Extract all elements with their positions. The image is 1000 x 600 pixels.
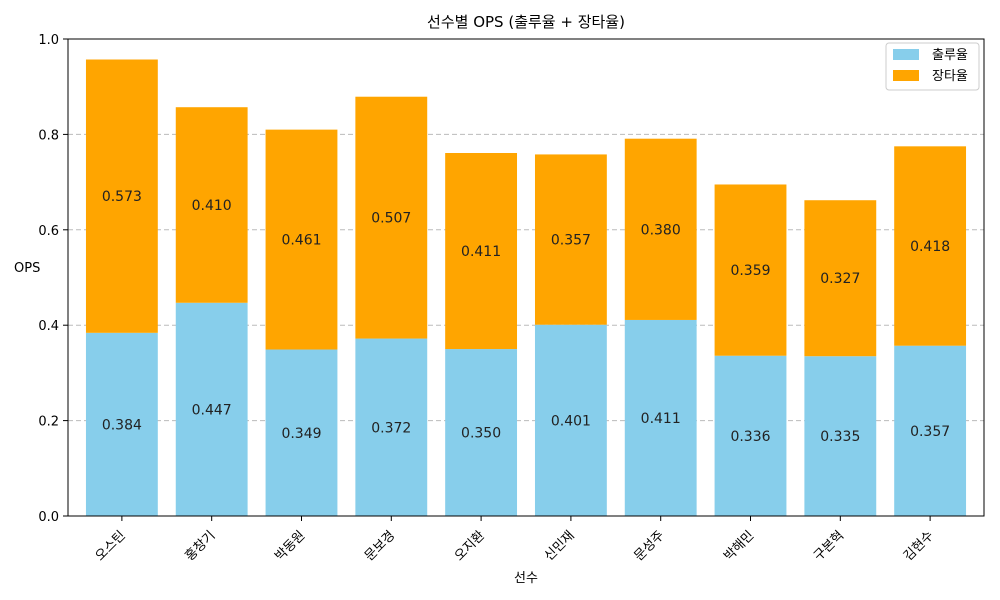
- bar-slg: [85, 59, 158, 333]
- x-tick-label: 오지환: [452, 528, 488, 564]
- bar-obp: [894, 345, 967, 516]
- y-tick-label: 0.0: [38, 510, 59, 525]
- x-tick-label: 문성주: [632, 528, 668, 564]
- bar-slg: [534, 154, 607, 325]
- x-tick-label: 박해민: [721, 528, 757, 564]
- bar-value-label: 0.335: [820, 429, 860, 445]
- y-tick-label: 0.4: [38, 319, 59, 334]
- y-tick-label: 0.8: [38, 128, 59, 143]
- x-tick-label: 구본혁: [811, 528, 847, 564]
- bar-value-label: 0.410: [192, 198, 232, 214]
- x-axis-label: 선수: [514, 571, 538, 586]
- legend-swatch-obp: [893, 49, 919, 60]
- bar-value-label: 0.401: [551, 413, 591, 429]
- y-tick-label: 0.6: [38, 224, 59, 239]
- bar-value-label: 0.380: [641, 222, 681, 238]
- legend-entry-obp: 출루율: [932, 48, 968, 63]
- x-tick-label: 홍창기: [183, 528, 219, 564]
- bar-value-label: 0.573: [102, 189, 142, 205]
- x-tick-label: 박동원: [272, 528, 308, 564]
- bar-obp: [624, 319, 697, 516]
- bar-value-label: 0.447: [192, 402, 232, 418]
- bar-obp: [85, 332, 158, 516]
- y-tick-label: 1.0: [38, 33, 59, 48]
- bar-slg: [714, 184, 787, 356]
- x-tick-label: 김현수: [901, 528, 937, 564]
- bar-slg: [894, 146, 967, 346]
- x-tick-label: 문보경: [362, 528, 398, 564]
- legend-entry-slg: 장타율: [932, 69, 968, 84]
- bar-obp: [804, 356, 877, 516]
- chart-title: 선수별 OPS (출루율 + 장타율): [427, 13, 625, 31]
- bar-obp: [714, 355, 787, 516]
- bar-value-label: 0.411: [461, 244, 501, 260]
- bar-value-label: 0.461: [281, 233, 321, 249]
- bar-value-label: 0.336: [730, 429, 770, 445]
- bar-value-label: 0.357: [551, 233, 591, 249]
- bar-slg: [355, 96, 428, 339]
- bars: [85, 59, 967, 516]
- bar-obp: [175, 302, 248, 516]
- data-labels: 0.384 0.447 0.349 0.372 0.350 0.401 0.411 0.336…: [102, 189, 950, 445]
- bar-obp: [265, 349, 338, 516]
- bar-value-label: 0.384: [102, 417, 142, 433]
- bar-slg: [804, 200, 877, 357]
- bar-value-label: 0.349: [281, 426, 321, 442]
- bar-value-label: 0.507: [371, 211, 411, 227]
- legend: 출루율 장타율: [885, 42, 980, 91]
- bar-value-label: 0.327: [820, 271, 860, 287]
- bar-value-label: 0.418: [910, 239, 950, 255]
- bar-obp: [445, 349, 518, 516]
- bar-slg: [175, 107, 248, 303]
- bar-value-label: 0.372: [371, 420, 411, 436]
- bar-value-label: 0.357: [910, 424, 950, 440]
- bar-value-label: 0.350: [461, 426, 501, 442]
- bar-obp: [534, 324, 607, 516]
- bar-value-label: 0.411: [641, 411, 681, 427]
- x-tick-label: 신민재: [542, 528, 578, 564]
- bar-value-label: 0.359: [730, 263, 770, 279]
- bar-slg: [445, 153, 518, 350]
- plot-area-frame: [67, 38, 985, 517]
- y-axis-ticks: 0.0 0.2 0.4 0.6 0.8 1.0: [38, 33, 68, 525]
- x-axis-ticks: 오스틴 홍창기 박동원 문보경 오지환 신민재 문성주 박해민 구본혁 김현수: [93, 516, 937, 564]
- legend-swatch-slg: [893, 70, 919, 81]
- bar-slg: [265, 129, 338, 350]
- bar-obp: [355, 338, 428, 516]
- y-axis-label: OPS: [14, 261, 40, 276]
- y-tick-label: 0.2: [38, 415, 59, 430]
- x-tick-label: 오스틴: [93, 528, 129, 564]
- bar-slg: [624, 138, 697, 320]
